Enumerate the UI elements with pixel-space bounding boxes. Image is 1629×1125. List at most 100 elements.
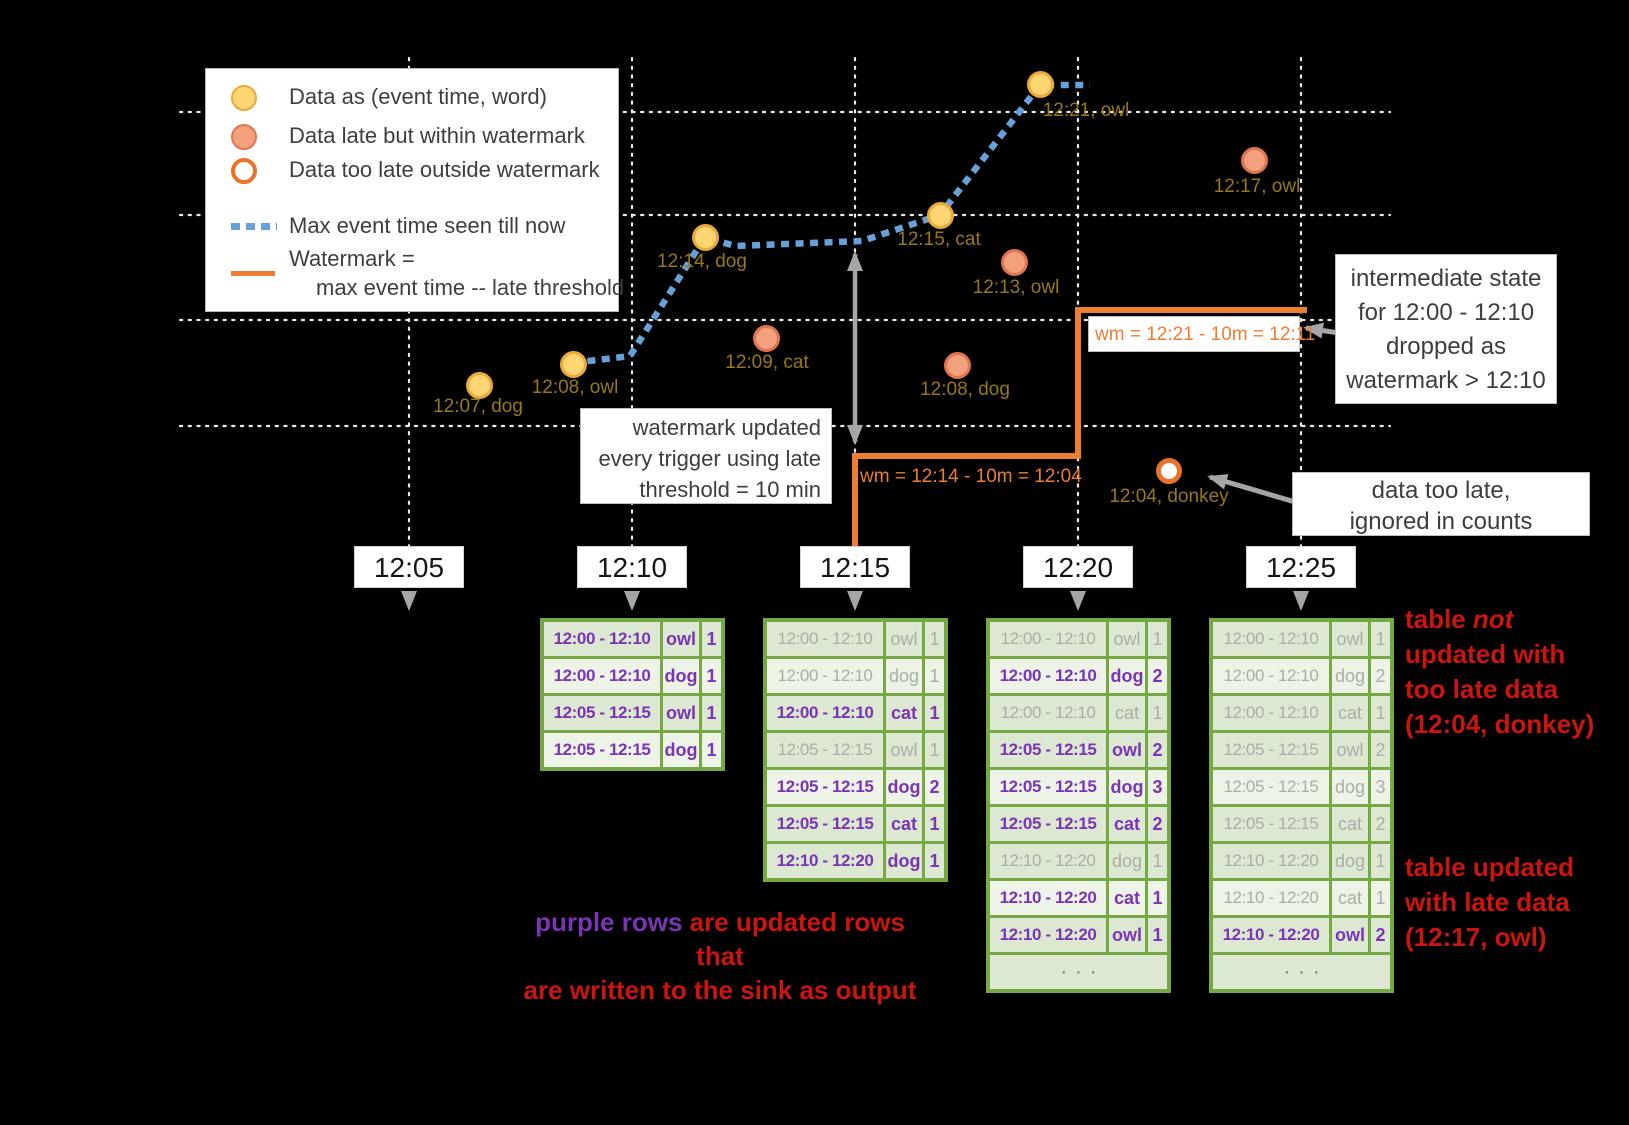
point-label: 12:08, dog (920, 379, 1010, 400)
point-label: 12:09, cat (725, 352, 809, 373)
window-cell: 12:00 - 12:10 (1213, 622, 1329, 656)
table-row: 12:05 - 12:15 owl 1 (767, 733, 944, 767)
result-table-1215: 12:00 - 12:10 owl 1 12:00 - 12:10 dog 1 12:00 … (763, 618, 948, 882)
data-point-12-07-dog (465, 371, 493, 399)
legend-item-sublabel: max event time -- late threshold (316, 275, 625, 300)
window-cell: 12:00 - 12:10 (990, 696, 1106, 730)
result-table-1225: 12:00 - 12:10 owl 1 12:00 - 12:10 dog 2 12:00 … (1209, 618, 1394, 993)
max-event-time-line-icon (231, 223, 277, 230)
table-row: 12:00 - 12:10 owl 1 (1213, 622, 1390, 656)
point-label: 12:14, dog (657, 251, 747, 272)
count-cell: 2 (1148, 733, 1167, 767)
purple-rows-line: are written to the sink as output (523, 975, 917, 1005)
count-cell: 1 (925, 696, 944, 730)
window-cell: 12:05 - 12:15 (990, 733, 1106, 767)
too-late-note-line: ignored in counts (1349, 508, 1533, 535)
data-point-12-13-owl (1000, 248, 1028, 276)
count-cell: 1 (702, 622, 721, 656)
purple-rows-highlight: purple rows (535, 907, 683, 937)
count-cell: 2 (1371, 733, 1390, 767)
window-cell: 12:00 - 12:10 (1213, 659, 1329, 693)
table-row: 12:10 - 12:20 cat 1 (990, 881, 1167, 915)
table-updated-note: table updated with late data (12:17, owl… (1405, 850, 1574, 955)
table-ellipsis-row: ··· (1213, 955, 1390, 989)
table-not-updated-line: too late data (1405, 674, 1559, 704)
word-cell: owl (663, 696, 699, 730)
trigger-note: watermark updated every trigger using la… (580, 408, 832, 504)
window-cell: 12:10 - 12:20 (1213, 881, 1329, 915)
count-cell: 1 (925, 844, 944, 878)
table-row: 12:10 - 12:20 dog 1 (1213, 844, 1390, 878)
time-tick-1220: 12:20 (1023, 546, 1133, 588)
word-cell: dog (886, 659, 922, 693)
intermediate-note-line: intermediate state (1350, 265, 1542, 292)
data-point-12-08-dog (943, 351, 971, 379)
window-cell: 12:05 - 12:15 (767, 770, 883, 804)
legend-item-label: Data late but within watermark (289, 123, 585, 148)
data-point-12-21-owl (1026, 70, 1054, 98)
word-cell: owl (886, 622, 922, 656)
count-cell: 1 (1371, 622, 1390, 656)
word-cell: owl (1109, 918, 1145, 952)
table-updated-line: table updated (1405, 852, 1575, 882)
count-cell: 2 (1371, 659, 1390, 693)
word-cell: dog (1332, 844, 1368, 878)
table-row: 12:00 - 12:10 owl 1 (990, 622, 1167, 656)
word-cell: dog (1109, 844, 1145, 878)
too-late-dot-icon (231, 158, 257, 184)
table-updated-line: (12:17, owl) (1405, 922, 1547, 952)
word-cell: cat (1332, 881, 1368, 915)
time-tick-1205: 12:05 (354, 546, 464, 588)
count-cell: 1 (1148, 844, 1167, 878)
table-row: 12:05 - 12:15 dog 1 (544, 733, 721, 767)
word-cell: cat (1332, 807, 1368, 841)
table-row: 12:00 - 12:10 dog 2 (1213, 659, 1390, 693)
trigger-note-line: every trigger using late (598, 446, 821, 471)
point-label: 12:13, owl (972, 277, 1060, 298)
window-cell: 12:05 - 12:15 (990, 770, 1106, 804)
time-tick-1210: 12:10 (577, 546, 687, 588)
table-row: 12:00 - 12:10 dog 1 (767, 659, 944, 693)
window-cell: 12:00 - 12:10 (990, 622, 1106, 656)
tick-arrow-group (401, 591, 1309, 611)
data-point-12-14-dog (691, 223, 719, 251)
table-row: 12:10 - 12:20 cat 1 (1213, 881, 1390, 915)
trigger-note-line: threshold = 10 min (639, 477, 821, 502)
window-cell: 12:05 - 12:15 (544, 696, 660, 730)
table-row: 12:05 - 12:15 owl 2 (990, 733, 1167, 767)
table-row: 12:05 - 12:15 cat 2 (990, 807, 1167, 841)
legend-panel: Data as (event time, word) Data late but … (205, 68, 624, 312)
count-cell: 1 (1371, 844, 1390, 878)
window-cell: 12:00 - 12:10 (544, 659, 660, 693)
max-event-time-line (572, 81, 1090, 367)
table-row: 12:00 - 12:10 cat 1 (1213, 696, 1390, 730)
window-cell: 12:00 - 12:10 (767, 659, 883, 693)
word-cell: owl (1109, 733, 1145, 767)
count-cell: 2 (1371, 918, 1390, 952)
point-label: 12:21, owl (1042, 100, 1130, 121)
count-cell: 1 (1148, 622, 1167, 656)
window-cell: 12:05 - 12:15 (1213, 733, 1329, 767)
word-cell: dog (886, 844, 922, 878)
wm2-label: wm = 12:21 - 10m = 12:11 (1088, 316, 1315, 352)
window-cell: 12:05 - 12:15 (767, 807, 883, 841)
point-label: 12:15, cat (897, 229, 981, 250)
count-cell: 1 (1148, 696, 1167, 730)
data-point-12-08-owl (559, 350, 587, 378)
on-time-dot-icon (231, 85, 257, 111)
table-row: 12:00 - 12:10 owl 1 (767, 622, 944, 656)
data-point-12-04-donkey (1156, 458, 1182, 484)
legend-item: Data as (event time, word) (206, 83, 618, 111)
window-cell: 12:10 - 12:20 (767, 844, 883, 878)
intermediate-note-line: dropped as (1385, 333, 1507, 360)
table-row: 12:10 - 12:20 dog 1 (767, 844, 944, 878)
table-row: 12:00 - 12:10 cat 1 (767, 696, 944, 730)
window-cell: 12:05 - 12:15 (544, 733, 660, 767)
table-row: 12:00 - 12:10 dog 1 (544, 659, 721, 693)
legend-item-label: Data as (event time, word) (289, 84, 547, 109)
table-row: 12:05 - 12:15 owl 1 (544, 696, 721, 730)
window-cell: 12:00 - 12:10 (990, 659, 1106, 693)
table-row: 12:10 - 12:20 dog 1 (990, 844, 1167, 878)
intermediate-note-line: watermark > 12:10 (1346, 367, 1546, 394)
